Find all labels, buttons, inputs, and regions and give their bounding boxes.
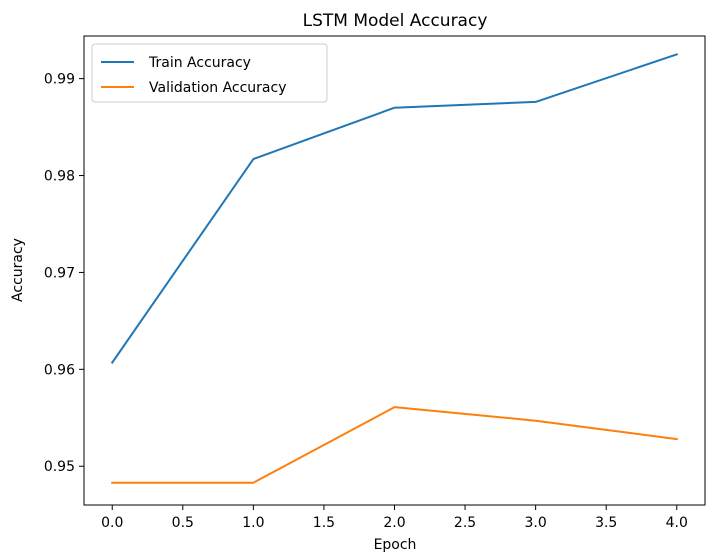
series-layer [110, 53, 679, 484]
y-axis: 0.95 0.96 0.97 0.98 0.99 [44, 72, 84, 475]
x-tick-label: 0.0 [101, 515, 123, 531]
y-tick-label: 0.99 [44, 72, 75, 88]
y-tick-label: 0.95 [44, 459, 75, 475]
legend-label-1: Validation Accuracy [149, 80, 287, 96]
x-tick-label: 4.0 [666, 515, 688, 531]
x-tick-label: 2.5 [454, 515, 476, 531]
x-tick-label: 1.5 [313, 515, 335, 531]
x-tick-label: 3.5 [595, 515, 617, 531]
x-tick-label: 1.0 [242, 515, 264, 531]
y-axis-label: Accuracy [10, 238, 26, 302]
series-line-0 [110, 53, 679, 364]
y-tick-label: 0.98 [44, 169, 75, 185]
x-tick-label: 3.0 [525, 515, 547, 531]
legend: Train Accuracy Validation Accuracy [91, 43, 328, 103]
legend-label-0: Train Accuracy [148, 55, 251, 71]
x-axis-label: Epoch [374, 537, 417, 553]
y-tick-label: 0.96 [44, 362, 75, 378]
x-tick-label: 2.0 [383, 515, 405, 531]
chart-title: LSTM Model Accuracy [303, 11, 488, 31]
y-tick-label: 0.97 [44, 265, 75, 281]
legend-box [91, 43, 328, 103]
x-tick-label: 0.5 [172, 515, 194, 531]
x-axis: 0.0 0.5 1.0 1.5 2.0 2.5 3.0 3.5 4.0 [101, 505, 688, 531]
series-line-1 [111, 406, 678, 484]
